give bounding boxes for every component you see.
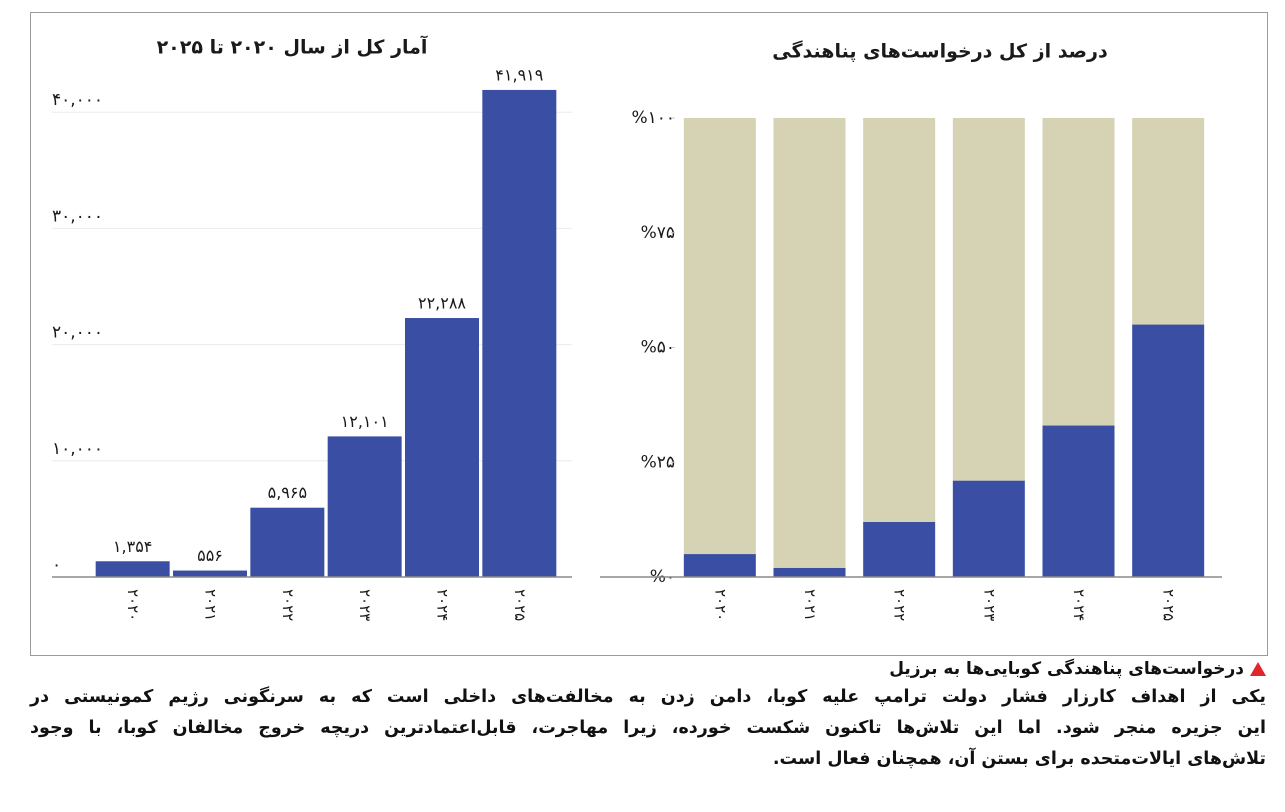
- value-label: ۱,۳۵۴: [113, 537, 152, 556]
- y-tick-label: ۳۰,۰۰۰: [52, 206, 103, 226]
- y-tick-label: ۴۰,۰۰۰: [52, 90, 103, 110]
- x-tick-label: ۲۰۲۲: [279, 589, 297, 621]
- bar-segment: [773, 567, 846, 577]
- x-tick-label: ۲۰۲۳: [980, 589, 998, 621]
- x-tick-label: ۲۰۲۲: [891, 589, 909, 621]
- value-label: ۵,۹۶۵: [268, 483, 307, 502]
- caption-heading-row: درخواست‌های پناهندگی کوبایی‌ها به برزیل: [30, 656, 1266, 682]
- chart-title: آمار کل از سال ۲۰۲۰ تا ۲۰۲۵: [157, 35, 428, 59]
- bar-segment: [683, 554, 756, 577]
- x-tick-label: ۲۰۲۰: [711, 589, 729, 621]
- caption-marker: [1250, 662, 1266, 676]
- bar-segment: [1042, 425, 1115, 577]
- bar: [173, 570, 247, 577]
- y-tick-label: %۷۵: [641, 223, 675, 243]
- x-tick-label: ۲۰۲۴: [1070, 589, 1088, 621]
- y-tick-label: ۱۰,۰۰۰: [52, 439, 103, 459]
- bar-segment: [1132, 324, 1205, 577]
- value-label: ۲۲,۲۸۸: [418, 294, 466, 313]
- caption-line: این جزیره منجر شود. اما این تلاش‌ها تاکن…: [30, 718, 1266, 738]
- x-tick-label: ۲۰۲۰: [124, 589, 142, 621]
- bar-segment: [1132, 118, 1205, 325]
- chart-title: درصد از کل درخواست‌های پناهندگی: [772, 40, 1108, 63]
- caption-line: یکی از اهداف کارزار فشار دولت ترامپ علیه…: [30, 687, 1266, 707]
- y-tick-label: ۲۰,۰۰۰: [52, 323, 103, 343]
- x-tick-label: ۲۰۲۵: [1160, 589, 1178, 621]
- caption-body: یکی از اهداف کارزار فشار دولت ترامپ علیه…: [30, 682, 1266, 775]
- caption-heading: درخواست‌های پناهندگی کوبایی‌ها به برزیل: [889, 659, 1244, 679]
- bar: [482, 89, 557, 578]
- bar-segment: [1042, 118, 1115, 426]
- frame: [30, 12, 1268, 656]
- value-label: ۱۲,۱۰۱: [341, 412, 389, 431]
- charts: آمار کل از سال ۲۰۲۰ تا ۲۰۲۵ ۰ ۱۰,۰۰۰ ۲۰,۰۰۰…: [30, 12, 1268, 656]
- caption: درخواست‌های پناهندگی کوبایی‌ها به برزیل …: [30, 656, 1266, 775]
- bar: [250, 507, 325, 577]
- bar-segment: [773, 118, 846, 568]
- bar-segment: [683, 118, 756, 555]
- bar-segment: [863, 521, 936, 577]
- x-tick-label: ۲۰۲۳: [356, 589, 374, 621]
- bar-segment: [952, 480, 1025, 577]
- y-tick-label: %۱۰۰: [631, 108, 675, 128]
- bar-segment: [952, 118, 1025, 481]
- y-tick-label: %۵۰: [641, 338, 675, 358]
- x-tick-label: ۲۰۲۱: [801, 589, 819, 621]
- value-label: ۴۱,۹۱۹: [495, 65, 543, 84]
- y-tick-label: ۰: [52, 555, 61, 575]
- bar: [95, 561, 170, 577]
- y-tick-label: %۲۵: [641, 452, 675, 472]
- bar: [405, 318, 479, 577]
- bar: [327, 436, 402, 577]
- x-tick-label: ۲۰۲۵: [511, 589, 529, 621]
- x-tick-label: ۲۰۲۱: [202, 589, 220, 621]
- x-tick-label: ۲۰۲۴: [434, 589, 452, 621]
- bar-segment: [863, 118, 936, 522]
- caption-line: تلاش‌های ایالات‌متحده برای بستن آن، همچن…: [772, 749, 1266, 769]
- value-label: ۵۵۶: [197, 546, 223, 565]
